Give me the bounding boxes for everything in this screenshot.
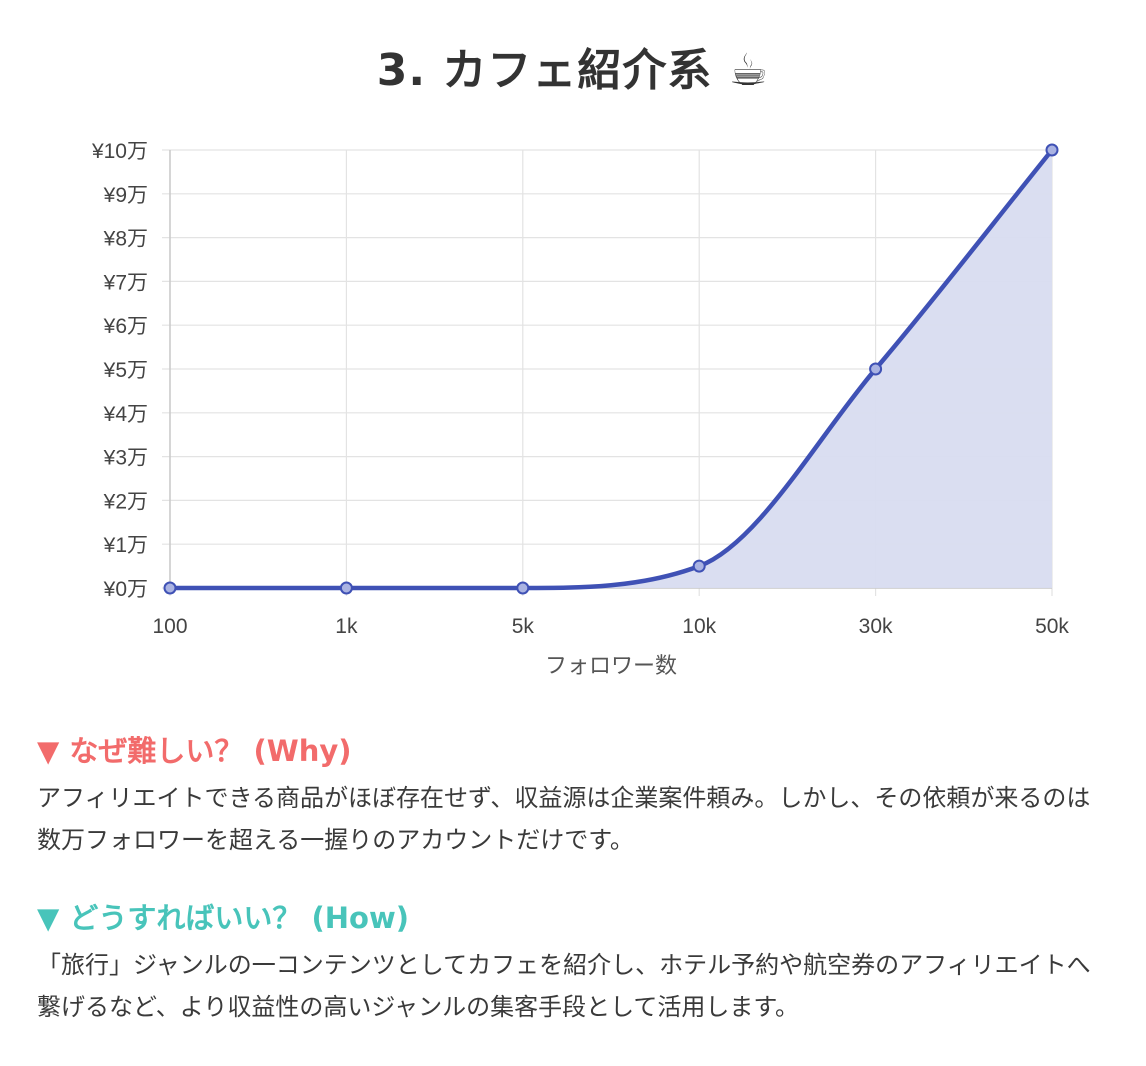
- data-point: [339, 581, 353, 595]
- y-tick-label: ¥4万: [103, 403, 148, 426]
- x-axis-label: フォロワー数: [545, 653, 677, 678]
- x-tick-label: 50k: [1035, 615, 1069, 638]
- y-tick-label: ¥0万: [103, 578, 148, 601]
- y-tick-label: ¥5万: [103, 359, 148, 382]
- y-tick-label: ¥2万: [103, 490, 148, 513]
- data-point: [163, 581, 177, 595]
- series-line: [169, 148, 1054, 591]
- series-area-fill: [170, 150, 1052, 588]
- page-title: 3. カフェ紹介系 ☕: [0, 34, 1146, 98]
- x-tick-label: 30k: [859, 615, 893, 638]
- x-tick-label: 100: [152, 615, 187, 638]
- y-axis-ticks: ¥0万 ¥1万 ¥2万 ¥3万 ¥4万 ¥5万 ¥6万 ¥7万 ¥8万 ¥9万 ¥10万: [91, 140, 148, 601]
- data-point: [692, 559, 706, 573]
- y-tick-label: ¥7万: [103, 271, 148, 294]
- x-tick-label: 10k: [682, 615, 716, 638]
- data-points: [163, 143, 1059, 595]
- follower-revenue-chart: ¥0万 ¥1万 ¥2万 ¥3万 ¥4万 ¥5万 ¥6万 ¥7万 ¥8万 ¥9万 ¥10万 100 1k…: [91, 140, 1069, 678]
- how-heading: ▼ どうすればいい？ (How): [37, 901, 409, 935]
- y-tick-label: ¥10万: [91, 140, 148, 163]
- x-tick-label: 1k: [335, 615, 358, 638]
- x-axis-ticks: 100 1k 5k 10k 30k 50k: [152, 615, 1069, 638]
- why-body: アフィリエイトできる商品がほぼ存在せず、収益源は企業案件頼み。しかし、その依頼が…: [37, 784, 1091, 854]
- why-section: ▼ なぜ難しい？ (Why) アフィリエイトできる商品がほぼ存在せず、収益源は企…: [37, 731, 1112, 861]
- page-title-text: 3. カフェ紹介系: [376, 45, 713, 96]
- y-tick-label: ¥3万: [103, 447, 148, 470]
- data-point: [516, 581, 530, 595]
- y-tick-label: ¥9万: [103, 184, 148, 207]
- how-section: ▼ どうすればいい？ (How) 「旅行」ジャンルの一コンテンツとしてカフェを紹…: [37, 898, 1112, 1028]
- how-body: 「旅行」ジャンルの一コンテンツとしてカフェを紹介し、ホテル予約や航空券のアフィリ…: [37, 951, 1091, 1021]
- data-point: [1045, 143, 1059, 157]
- data-point: [869, 362, 883, 376]
- y-tick-label: ¥8万: [103, 228, 148, 251]
- why-heading: ▼ なぜ難しい？ (Why): [37, 734, 352, 768]
- coffee-icon: ☕: [728, 45, 770, 96]
- y-tick-label: ¥1万: [103, 534, 148, 557]
- y-tick-label: ¥6万: [103, 315, 148, 338]
- x-tick-label: 5k: [512, 615, 535, 638]
